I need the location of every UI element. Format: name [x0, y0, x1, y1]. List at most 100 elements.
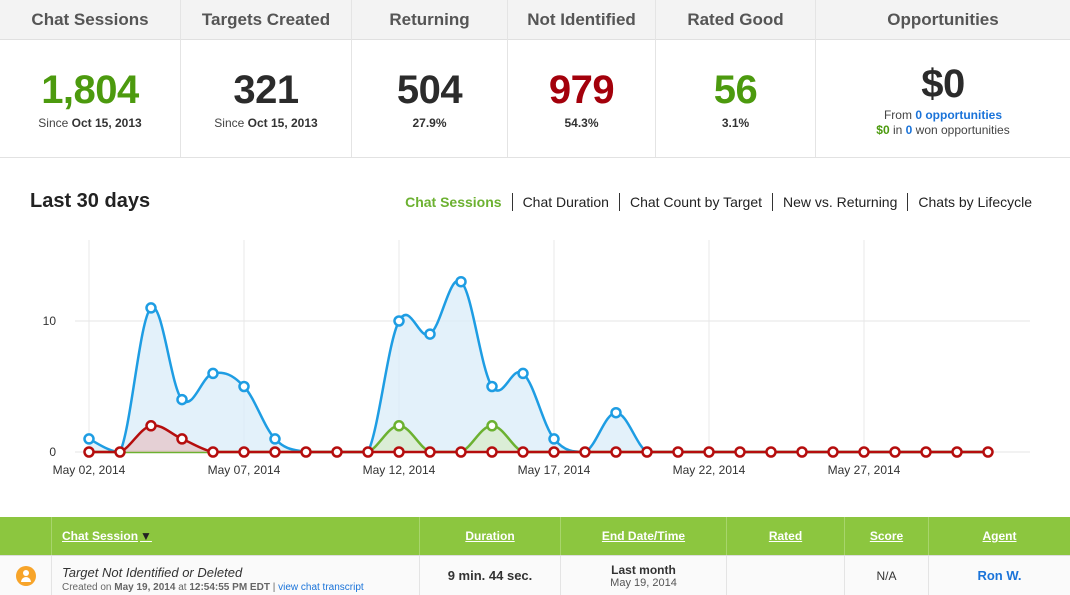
data-point	[393, 315, 405, 327]
header-rated[interactable]: Rated	[727, 517, 845, 555]
data-point	[176, 433, 188, 445]
data-point	[238, 446, 250, 458]
tab-new-vs-returning[interactable]: New vs. Returning	[772, 193, 907, 211]
data-point	[517, 367, 529, 380]
person-icon	[15, 565, 36, 586]
table-row[interactable]: Target Not Identified or Deleted Created…	[0, 555, 1070, 595]
header-duration[interactable]: Duration	[420, 517, 561, 555]
y-tick-label: 0	[49, 445, 56, 459]
stat-label: Chat Sessions	[0, 0, 180, 40]
data-point	[269, 433, 281, 445]
stat-targets-created[interactable]: Targets Created 321 Since Oct 15, 2013	[181, 0, 352, 157]
stat-sub: 54.3%	[564, 116, 599, 130]
data-point	[548, 433, 560, 445]
data-point	[455, 446, 467, 458]
tab-chat-count-by-target[interactable]: Chat Count by Target	[618, 193, 772, 211]
data-point	[579, 446, 591, 458]
data-point	[424, 446, 436, 458]
header-agent[interactable]: Agent	[982, 529, 1017, 543]
stat-not-identified[interactable]: Not Identified 979 54.3%	[508, 0, 656, 157]
stat-value: 321	[233, 68, 299, 112]
data-point	[455, 275, 467, 288]
data-point	[486, 446, 498, 458]
tab-chats-by-lifecycle[interactable]: Chats by Lifecycle	[907, 193, 1042, 211]
data-point	[920, 446, 932, 458]
data-point	[548, 446, 560, 458]
data-point	[238, 380, 250, 393]
x-tick-label: May 22, 2014	[673, 463, 746, 477]
end-relative: Last month	[611, 562, 676, 577]
stat-sub: Since Oct 15, 2013	[214, 116, 318, 130]
data-point	[145, 420, 157, 432]
data-point	[982, 446, 994, 458]
stat-value: 504	[396, 68, 463, 112]
session-title: Target Not Identified or Deleted	[62, 564, 243, 580]
stat-value: 56	[713, 68, 758, 112]
data-point	[83, 433, 95, 445]
header-chat-session[interactable]: Chat Session ▼	[52, 517, 420, 555]
table-header: Chat Session ▼ Duration End Date/Time Rat…	[0, 517, 1070, 555]
data-point	[486, 380, 498, 393]
row-duration: 9 min. 44 sec.	[420, 556, 561, 595]
data-point	[641, 446, 653, 458]
data-point	[176, 393, 188, 406]
x-tick-label: May 27, 2014	[828, 463, 901, 477]
tab-chat-duration[interactable]: Chat Duration	[511, 193, 619, 211]
sessions-table: Chat Session ▼ Duration End Date/Time Rat…	[0, 517, 1070, 595]
stat-label: Opportunities	[816, 0, 1070, 40]
data-point	[145, 302, 157, 314]
data-point	[517, 446, 529, 458]
stat-label: Rated Good	[656, 0, 815, 40]
data-point	[486, 420, 498, 432]
stat-value: $0	[921, 62, 965, 106]
sessions-chart: 0 10 May 02, 2014 May 07, 2014 May 12, 2014 M…	[43, 240, 1030, 477]
sort-desc-icon: ▼	[140, 529, 152, 543]
row-session-cell: Target Not Identified or Deleted Created…	[52, 556, 420, 595]
row-score: N/A	[845, 556, 929, 595]
session-created: Created on May 19, 2014 at 12:54:55 PM E…	[62, 581, 364, 593]
header-end-datetime[interactable]: End Date/Time	[561, 517, 727, 555]
data-point	[889, 446, 901, 458]
row-agent: Ron W.	[929, 556, 1070, 595]
end-date: May 19, 2014	[610, 576, 677, 589]
data-point	[300, 446, 312, 458]
x-tick-label: May 12, 2014	[363, 463, 436, 477]
stat-value: 1,804	[41, 68, 139, 112]
data-point	[362, 446, 374, 458]
opportunities-won-line: $0 in 0 won opportunities	[876, 123, 1010, 137]
stats-bar: Chat Sessions 1,804 Since Oct 15, 2013 T…	[0, 0, 1070, 158]
data-point	[672, 446, 684, 458]
data-point	[765, 446, 777, 458]
data-point	[796, 446, 808, 458]
stat-opportunities[interactable]: Opportunities $0 From 0 opportunities $0…	[816, 0, 1070, 157]
opportunities-from-line: From 0 opportunities	[883, 108, 1003, 122]
data-point	[424, 328, 436, 340]
stat-rated-good[interactable]: Rated Good 56 3.1%	[656, 0, 816, 157]
series-area-0	[89, 280, 988, 452]
data-point	[703, 446, 715, 458]
agent-link[interactable]: Ron W.	[977, 568, 1022, 583]
stat-sub: 27.9%	[412, 116, 447, 130]
y-tick-label: 10	[43, 314, 57, 328]
stat-chat-sessions[interactable]: Chat Sessions 1,804 Since Oct 15, 2013	[0, 0, 181, 157]
stat-sub: Since Oct 15, 2013	[38, 116, 142, 130]
data-point	[114, 446, 126, 458]
data-point	[207, 367, 219, 380]
opportunities-link[interactable]: opportunities	[925, 108, 1003, 122]
data-point	[207, 446, 219, 458]
stat-label: Returning	[352, 0, 507, 40]
view-transcript-link[interactable]: view chat transcript	[278, 581, 364, 593]
stat-sub: 3.1%	[721, 116, 750, 130]
row-icon-cell	[0, 556, 52, 595]
tab-chat-sessions[interactable]: Chat Sessions	[405, 194, 502, 210]
stat-label: Not Identified	[508, 0, 655, 40]
chart-tabs: Chat Sessions Chat Duration Chat Count b…	[395, 193, 1042, 211]
data-point	[331, 446, 343, 458]
x-tick-label: May 07, 2014	[208, 463, 281, 477]
stat-returning[interactable]: Returning 504 27.9%	[352, 0, 508, 157]
x-tick-label: May 17, 2014	[518, 463, 591, 477]
stat-label: Targets Created	[181, 0, 351, 40]
data-point	[610, 446, 622, 458]
stat-value: 979	[548, 68, 615, 112]
header-score[interactable]: Score	[845, 517, 929, 555]
